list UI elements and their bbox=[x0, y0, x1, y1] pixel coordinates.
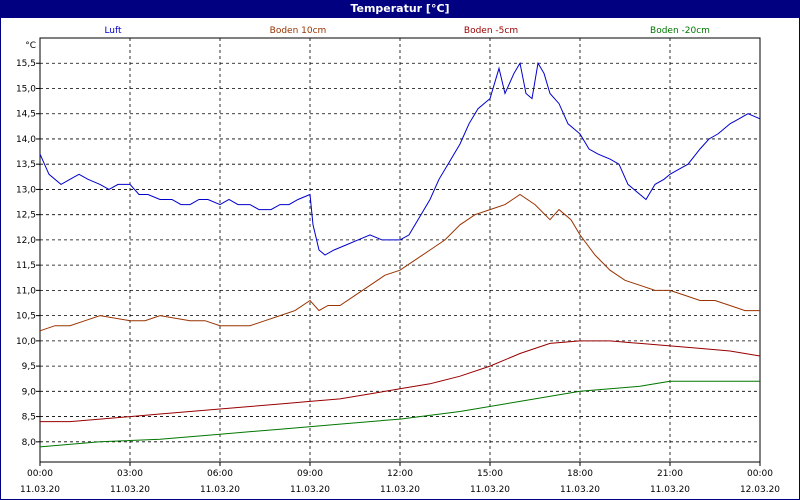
y-tick-label: 12,5 bbox=[16, 211, 36, 221]
chart-title: Temperatur [°C] bbox=[0, 0, 800, 18]
x-tick-date: 11.03.20 bbox=[470, 485, 510, 495]
x-tick-date: 12.03.20 bbox=[740, 485, 780, 495]
x-tick-date: 11.03.20 bbox=[200, 485, 240, 495]
x-tick-time: 12:00 bbox=[387, 469, 413, 479]
x-tick-time: 09:00 bbox=[297, 469, 323, 479]
y-tick-label: 15,5 bbox=[16, 59, 36, 69]
y-axis-unit: °C bbox=[25, 41, 36, 51]
y-tick-label: 14,5 bbox=[16, 110, 36, 120]
y-tick-label: 10,5 bbox=[16, 312, 36, 322]
y-tick-label: 8,0 bbox=[22, 438, 37, 448]
x-tick-date: 11.03.20 bbox=[650, 485, 690, 495]
y-tick-label: 13,5 bbox=[16, 160, 36, 170]
legend-entry-boden-10cm: Boden 10cm bbox=[270, 26, 327, 36]
x-tick-time: 06:00 bbox=[207, 469, 233, 479]
legend-entry-boden-20cm: Boden -20cm bbox=[650, 26, 710, 36]
x-tick-time: 00:00 bbox=[747, 469, 773, 479]
y-tick-label: 11,5 bbox=[16, 261, 36, 271]
y-tick-label: 13,0 bbox=[16, 185, 36, 195]
y-tick-label: 9,0 bbox=[22, 387, 37, 397]
legend-entry-boden-5cm: Boden -5cm bbox=[464, 26, 518, 36]
series-line-boden-5cm bbox=[40, 340, 761, 423]
x-tick-date: 11.03.20 bbox=[380, 485, 420, 495]
x-tick-date: 11.03.20 bbox=[110, 485, 150, 495]
y-tick-label: 12,0 bbox=[16, 236, 36, 246]
x-tick-date: 11.03.20 bbox=[20, 485, 60, 495]
series-line-luft bbox=[39, 61, 761, 256]
x-tick-time: 03:00 bbox=[117, 469, 143, 479]
y-tick-label: 9,5 bbox=[22, 362, 36, 372]
y-tick-label: 11,0 bbox=[16, 286, 36, 296]
x-tick-time: 00:00 bbox=[27, 469, 53, 479]
x-tick-time: 21:00 bbox=[657, 469, 683, 479]
y-tick-label: 14,0 bbox=[16, 135, 36, 145]
series-line-boden-20cm bbox=[39, 380, 760, 448]
legend-entry-luft: Luft bbox=[104, 26, 122, 36]
x-tick-time: 15:00 bbox=[477, 469, 503, 479]
y-tick-label: 15,0 bbox=[16, 84, 36, 94]
y-tick-label: 8,5 bbox=[22, 413, 36, 423]
y-tick-label: 10,0 bbox=[16, 337, 36, 347]
x-tick-date: 11.03.20 bbox=[560, 485, 600, 495]
series-line-boden-10cm bbox=[39, 193, 760, 332]
x-tick-time: 18:00 bbox=[567, 469, 593, 479]
x-tick-date: 11.03.20 bbox=[290, 485, 330, 495]
